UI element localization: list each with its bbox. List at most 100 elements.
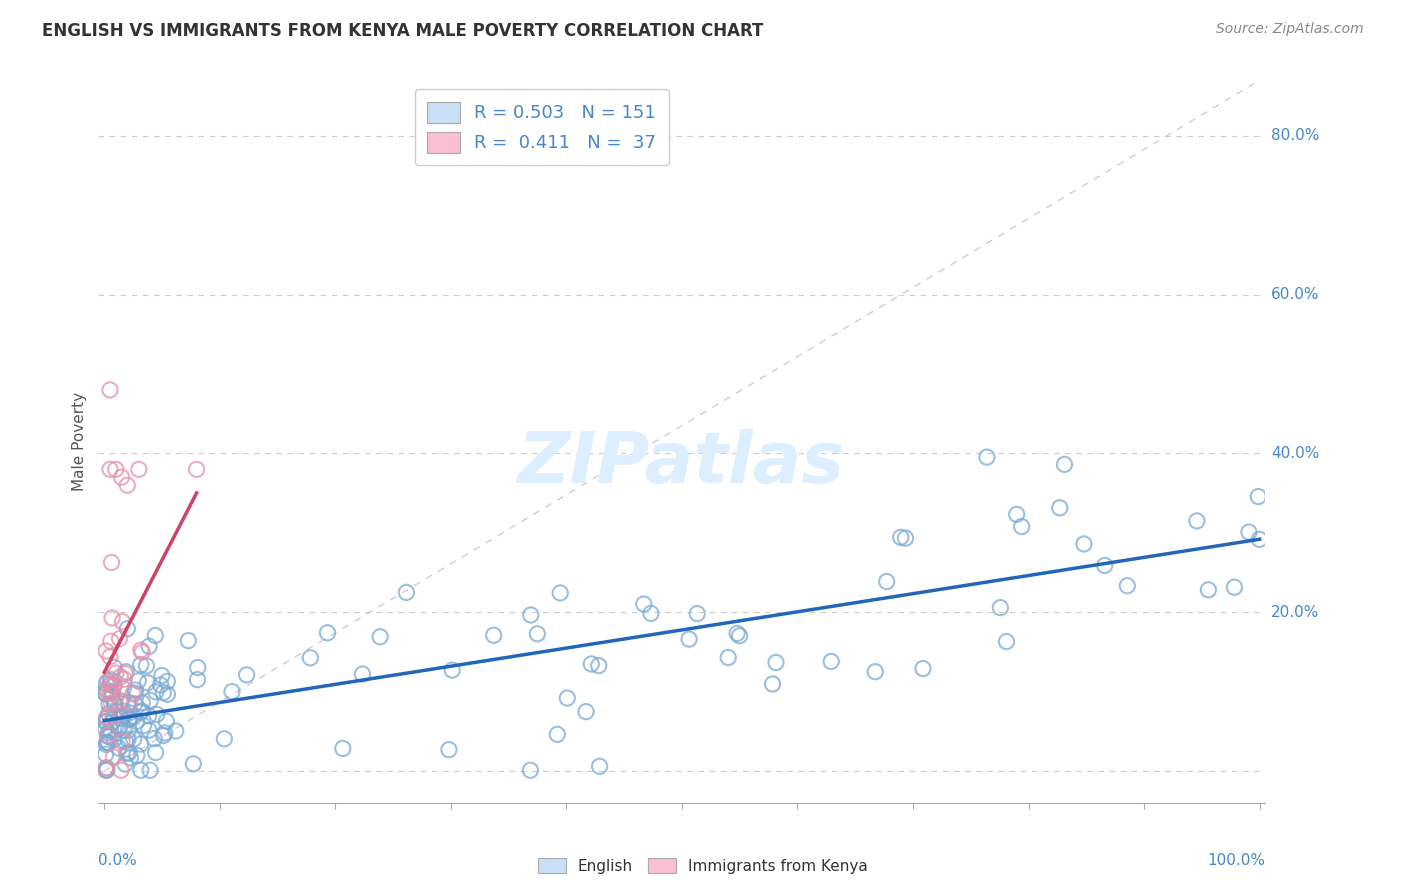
Point (765, 656, 787, 670)
Point (97, 736, 120, 750)
Point (820, 655, 842, 669)
Point (108, 694, 131, 708)
Point (118, 746, 141, 760)
Point (152, 685, 174, 699)
Point (117, 478, 139, 492)
Point (995, 634, 1018, 648)
Point (125, 714, 148, 729)
Point (94, 686, 117, 700)
Point (114, 666, 136, 681)
Point (94, 722, 117, 736)
Point (111, 735, 134, 749)
Point (129, 657, 152, 672)
Point (122, 731, 145, 746)
Point (186, 462, 208, 476)
Y-axis label: Male Poverty: Male Poverty (72, 392, 87, 491)
Point (117, 622, 139, 636)
Point (103, 697, 125, 711)
Point (299, 650, 322, 665)
Point (316, 625, 339, 640)
Point (110, 694, 132, 708)
Point (104, 666, 127, 681)
Text: Source: ZipAtlas.com: Source: ZipAtlas.com (1216, 22, 1364, 37)
Point (115, 747, 138, 761)
Point (107, 741, 129, 756)
Point (97, 725, 120, 739)
Point (97, 728, 120, 742)
Point (98, 686, 121, 700)
Point (177, 633, 200, 648)
Point (98, 730, 121, 744)
Point (139, 693, 162, 707)
Point (103, 732, 125, 747)
Point (149, 678, 172, 692)
Point (110, 764, 132, 778)
Point (441, 663, 464, 677)
Point (911, 661, 934, 675)
Point (96, 764, 118, 778)
Point (94, 764, 117, 778)
Point (145, 746, 167, 760)
Point (108, 719, 131, 733)
Point (124, 683, 146, 698)
Point (118, 713, 141, 727)
Point (103, 678, 125, 692)
Text: ENGLISH VS IMMIGRANTS FROM KENYA MALE POVERTY CORRELATION CHART: ENGLISH VS IMMIGRANTS FROM KENYA MALE PO… (42, 22, 763, 40)
Point (97, 736, 120, 750)
Point (97, 685, 120, 699)
Point (368, 630, 391, 644)
Legend: R = 0.503   N = 151, R =  0.411   N =  37: R = 0.503 N = 151, R = 0.411 N = 37 (415, 89, 669, 165)
Point (100, 685, 122, 699)
Point (588, 658, 610, 673)
Point (101, 709, 124, 723)
Point (128, 462, 150, 476)
Text: 40.0%: 40.0% (1271, 446, 1320, 461)
Point (122, 710, 145, 724)
Point (97, 706, 120, 721)
Point (97, 674, 120, 689)
Point (1116, 579, 1139, 593)
Point (588, 759, 610, 773)
Point (1005, 508, 1028, 522)
Point (125, 748, 148, 763)
Point (132, 719, 155, 733)
Point (112, 723, 135, 738)
Point (100, 673, 122, 687)
Point (221, 684, 243, 698)
Point (876, 574, 898, 589)
Point (235, 668, 257, 682)
Point (96, 710, 118, 724)
Point (145, 685, 167, 699)
Point (96, 714, 118, 729)
Point (100, 634, 122, 648)
Point (1249, 533, 1271, 547)
Point (122, 687, 145, 701)
Point (146, 707, 169, 722)
Point (94, 644, 117, 658)
Point (526, 627, 548, 641)
Point (129, 705, 152, 719)
Point (101, 715, 124, 730)
Point (101, 611, 124, 625)
Point (112, 681, 135, 696)
Text: ZIPatlas: ZIPatlas (519, 429, 845, 498)
Point (395, 585, 418, 599)
Point (717, 650, 740, 665)
Point (115, 665, 138, 679)
Point (165, 723, 187, 738)
Point (186, 673, 208, 687)
Point (105, 705, 128, 719)
Point (728, 629, 751, 643)
Point (94, 714, 117, 729)
Point (129, 643, 152, 657)
Point (761, 677, 783, 691)
Point (139, 764, 162, 778)
Point (98, 383, 121, 397)
Point (187, 660, 209, 674)
Point (94, 676, 117, 690)
Point (96, 735, 118, 749)
Point (138, 639, 160, 653)
Point (156, 674, 179, 689)
Point (352, 667, 374, 681)
Point (890, 530, 912, 544)
